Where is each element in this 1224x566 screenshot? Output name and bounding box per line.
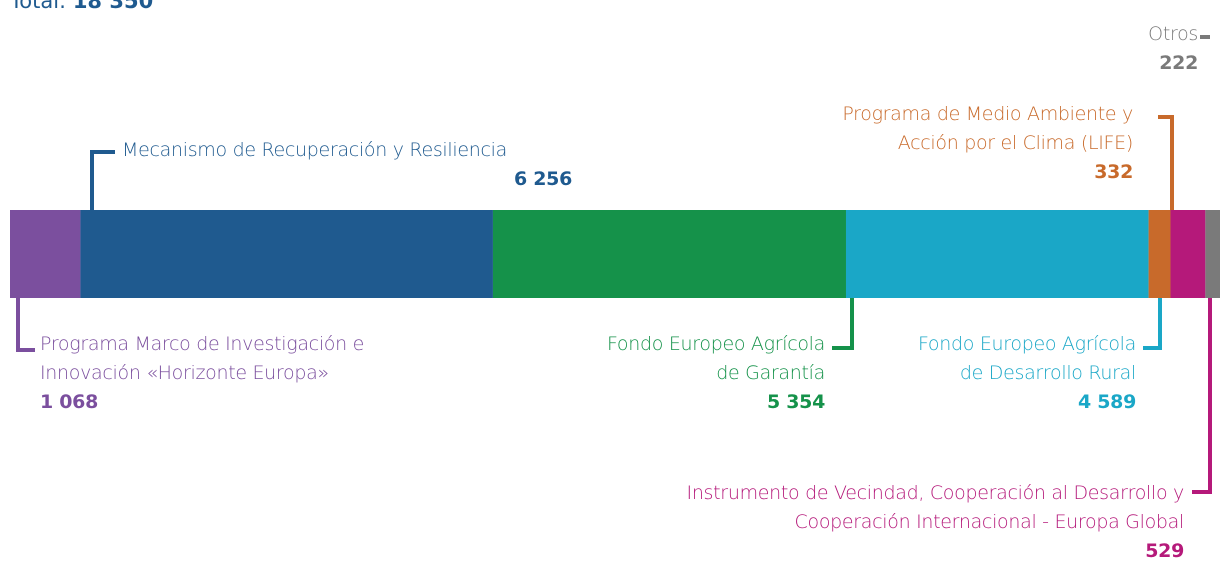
connector (16, 298, 35, 352)
segment-label: Programa de Medio Ambiente y Acción por … (842, 100, 1133, 187)
segment-label: Fondo Europeo Agrícola de Garantía 5 354 (607, 330, 825, 417)
segment-name: Fondo Europeo Agrícola de Garantía (606, 333, 825, 384)
bar-segment (845, 210, 1149, 298)
segment-value: 529 (1145, 540, 1184, 562)
bar-segment (80, 210, 493, 298)
segment-label: Instrumento de Vecindad, Cooperación al … (686, 479, 1185, 566)
segment-value: 1 068 (40, 391, 98, 413)
segment-value: 222 (1159, 52, 1198, 74)
connector (1158, 115, 1174, 210)
title-text: Total: (10, 0, 67, 13)
bar-segment (492, 210, 846, 298)
segment-value: 4 589 (1078, 391, 1136, 413)
segment-label: Programa Marco de Investigación e Innova… (40, 330, 364, 417)
segment-name: Otros (1148, 23, 1198, 45)
total-value: 18 350 (72, 0, 154, 13)
segment-label: Mecanismo de Recuperación y Resiliencia 6… (122, 136, 572, 194)
connector (1192, 298, 1212, 494)
segment-value: 332 (1094, 161, 1133, 183)
segment-name: Programa Marco de Investigación e Innova… (40, 333, 364, 384)
bar-segment (1170, 210, 1206, 298)
segment-name: Mecanismo de Recuperación y Resiliencia (122, 139, 507, 161)
connector (1143, 298, 1162, 350)
segment-name: Fondo Europeo Agrícola de Desarrollo Rur… (917, 333, 1136, 384)
segment-name: Instrumento de Vecindad, Cooperación al … (686, 482, 1185, 533)
connector (90, 150, 115, 210)
bar-segment (10, 210, 81, 298)
bar-segment (1148, 210, 1171, 298)
segment-name: Programa de Medio Ambiente y Acción por … (842, 103, 1133, 154)
segment-label: Fondo Europeo Agrícola de Desarrollo Rur… (918, 330, 1136, 417)
segment-value: 5 354 (767, 391, 825, 413)
bar-segment (1205, 210, 1220, 298)
connector (832, 298, 854, 350)
segment-value: 6 256 (514, 168, 572, 190)
chart-title: Total: 18 350 (10, 0, 153, 13)
segment-label: Otros 222 (1148, 20, 1198, 78)
